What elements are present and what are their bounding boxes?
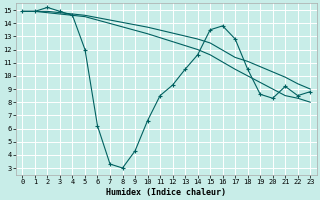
X-axis label: Humidex (Indice chaleur): Humidex (Indice chaleur) [106, 188, 226, 197]
